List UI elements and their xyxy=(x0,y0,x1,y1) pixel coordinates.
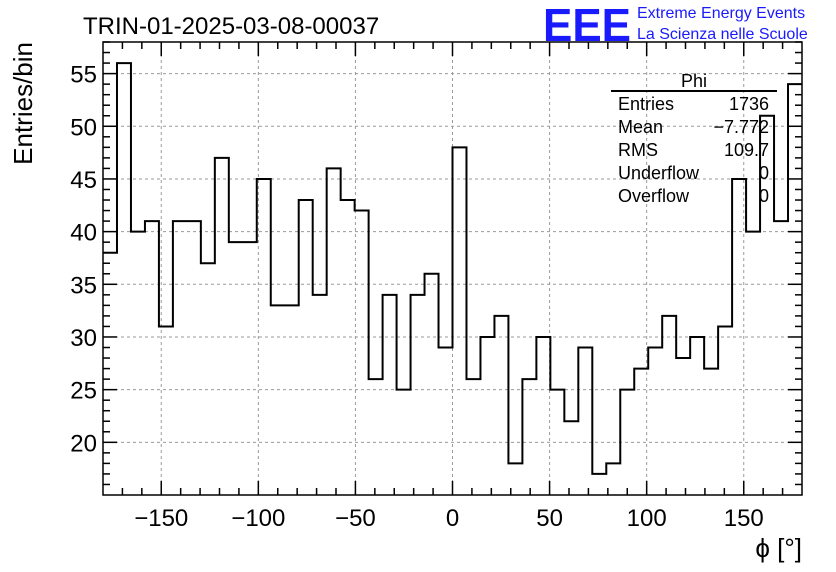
stats-underflow-value: 0 xyxy=(759,163,769,183)
y-tick-label: 40 xyxy=(70,220,97,247)
x-tick-labels: −150 −100 −50 0 50 100 150 xyxy=(134,505,764,532)
x-tick-label: 100 xyxy=(627,505,667,532)
stats-rms-value: 109.7 xyxy=(724,140,769,160)
y-tick-labels: 20 25 30 35 40 45 50 55 xyxy=(70,62,97,458)
stats-overflow-value: 0 xyxy=(759,186,769,206)
y-tick-label: 30 xyxy=(70,325,97,352)
stats-entries-label: Entries xyxy=(618,94,674,114)
y-tick-label: 25 xyxy=(70,378,97,405)
stats-box: Phi Entries 1736 Mean −7.772 RMS 109.7 U… xyxy=(611,71,777,206)
stats-rms-label: RMS xyxy=(618,140,658,160)
eee-logo: EEE Extreme Energy Events La Scienza nel… xyxy=(543,0,808,51)
stats-overflow-label: Overflow xyxy=(618,186,690,206)
y-tick-label: 20 xyxy=(70,430,97,457)
histogram-series-phi xyxy=(103,62,802,475)
x-tick-label: −100 xyxy=(231,505,285,532)
x-tick-label: −50 xyxy=(335,505,376,532)
eee-logo-line2: La Scienza nelle Scuole xyxy=(637,26,808,43)
stats-mean-value: −7.772 xyxy=(713,117,769,137)
x-tick-label: 150 xyxy=(724,505,764,532)
eee-logo-mark: EEE xyxy=(543,0,631,51)
stats-entries-value: 1736 xyxy=(729,94,769,114)
x-tick-label: 0 xyxy=(446,505,459,532)
y-axis-label: Entries/bin xyxy=(8,42,38,165)
axis-ticks xyxy=(103,41,802,495)
y-tick-label: 45 xyxy=(70,167,97,194)
stats-underflow-label: Underflow xyxy=(618,163,700,183)
stats-mean-label: Mean xyxy=(618,117,663,137)
x-axis-label: ϕ [°] xyxy=(755,533,802,563)
x-tick-label: −150 xyxy=(134,505,188,532)
y-tick-label: 35 xyxy=(70,272,97,299)
stats-box-title: Phi xyxy=(681,71,707,91)
y-tick-label: 50 xyxy=(70,114,97,141)
eee-logo-line1: Extreme Energy Events xyxy=(637,5,805,22)
y-tick-label: 55 xyxy=(70,62,97,89)
chart-title: TRIN-01-2025-03-08-00037 xyxy=(83,13,379,40)
x-tick-label: 50 xyxy=(536,505,563,532)
